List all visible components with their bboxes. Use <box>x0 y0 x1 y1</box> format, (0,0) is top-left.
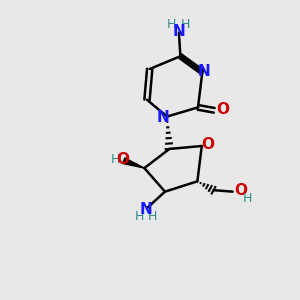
Text: O: O <box>117 152 130 167</box>
Text: O: O <box>202 137 215 152</box>
Text: N: N <box>140 202 152 217</box>
Text: H: H <box>148 210 157 223</box>
Text: H: H <box>166 18 176 31</box>
Text: N: N <box>197 64 210 79</box>
Text: H: H <box>181 18 190 31</box>
Polygon shape <box>123 158 144 168</box>
Text: O: O <box>217 102 230 117</box>
Text: H: H <box>243 192 252 205</box>
Text: N: N <box>172 24 185 39</box>
Text: O: O <box>234 183 248 198</box>
Text: H: H <box>111 153 120 166</box>
Text: H: H <box>134 210 144 223</box>
Text: N: N <box>157 110 170 124</box>
